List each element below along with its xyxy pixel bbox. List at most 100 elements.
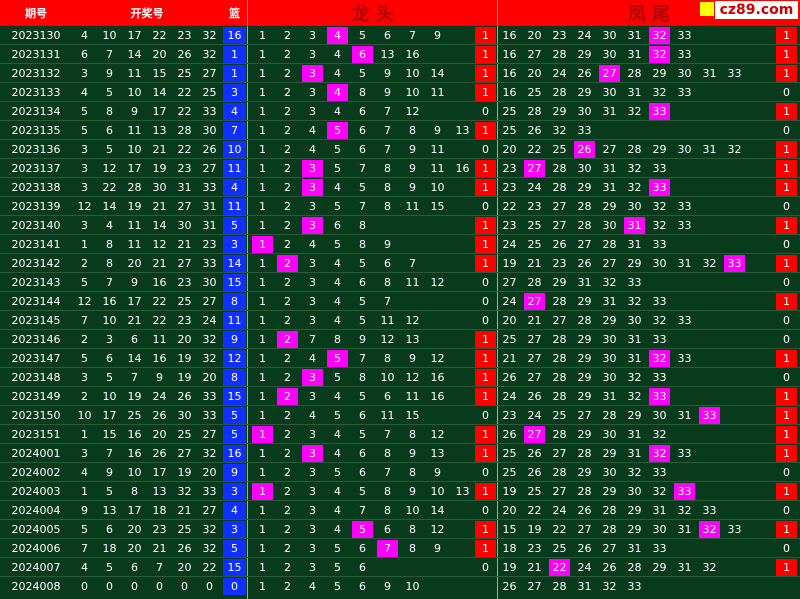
draw-number: 15	[102, 428, 117, 441]
tail-number: 23	[527, 542, 542, 555]
head-number: 4	[327, 84, 348, 101]
tail-number: 25	[527, 86, 542, 99]
draw-number: 20	[202, 371, 217, 384]
head-number: 4	[309, 409, 316, 422]
tail-number: 27	[527, 371, 542, 384]
tail-number: 28	[552, 352, 567, 365]
tail-flag: 0	[783, 86, 790, 99]
blue-number: 1	[223, 65, 246, 82]
tail-number: 33	[677, 314, 692, 327]
tail-number: 33	[652, 466, 667, 479]
tail-number: 33	[674, 483, 695, 500]
tail-flag: 1	[776, 27, 797, 44]
draw-number: 4	[81, 86, 88, 99]
head-flag: 0	[482, 295, 489, 308]
head-flag: 0	[482, 276, 489, 289]
tail-number: 30	[577, 105, 592, 118]
tail-number: 33	[677, 29, 692, 42]
tail-number: 25	[502, 466, 517, 479]
draw-number: 30	[202, 124, 217, 137]
draw-number: 22	[102, 181, 117, 194]
tail-number: 32	[649, 46, 670, 63]
draw-number: 32	[202, 48, 217, 61]
head-number: 7	[409, 29, 416, 42]
head-number: 8	[384, 162, 391, 175]
head-number: 2	[284, 447, 291, 460]
head-number: 2	[284, 352, 291, 365]
tail-number: 26	[502, 580, 517, 593]
head-number: 9	[434, 466, 441, 479]
tail-number: 31	[602, 181, 617, 194]
header-head: 龙 头	[248, 0, 497, 25]
head-flag: 1	[475, 426, 496, 443]
draw-number: 16	[102, 295, 117, 308]
head-number: 3	[309, 504, 316, 517]
draw-number: 2	[81, 257, 88, 270]
tail-number: 30	[627, 314, 642, 327]
draw-number: 8	[106, 105, 113, 118]
row-line	[0, 500, 800, 501]
period: 2023134	[11, 105, 61, 118]
tail-number: 32	[552, 124, 567, 137]
head-number: 6	[359, 105, 366, 118]
draw-number: 21	[152, 257, 167, 270]
tail-number: 31	[602, 105, 617, 118]
head-flag: 1	[475, 217, 496, 234]
tail-number: 30	[602, 333, 617, 346]
head-number: 9	[409, 447, 416, 460]
draw-number: 5	[106, 86, 113, 99]
head-number: 9	[384, 86, 391, 99]
period: 2023148	[11, 371, 61, 384]
tail-number: 27	[602, 143, 617, 156]
head-number: 6	[359, 580, 366, 593]
draw-number: 23	[177, 162, 192, 175]
tail-flag: 1	[776, 388, 797, 405]
draw-number: 2	[81, 390, 88, 403]
draw-number: 6	[131, 561, 138, 574]
draw-number: 7	[81, 314, 88, 327]
draw-number: 17	[102, 409, 117, 422]
tail-number: 15	[502, 523, 517, 536]
logo[interactable]: cz89.com	[715, 1, 798, 19]
draw-number: 10	[127, 143, 142, 156]
tail-number: 29	[652, 67, 667, 80]
head-number: 9	[409, 485, 416, 498]
head-number: 3	[309, 314, 316, 327]
draw-number: 3	[81, 219, 88, 232]
head-number: 3	[309, 561, 316, 574]
period: 2023142	[11, 257, 61, 270]
head-number: 4	[334, 390, 341, 403]
head-number: 2	[284, 124, 291, 137]
draw-number: 26	[202, 143, 217, 156]
draw-number: 0	[206, 580, 213, 593]
draw-number: 0	[131, 580, 138, 593]
head-number: 9	[409, 143, 416, 156]
draw-number: 26	[177, 48, 192, 61]
head-number: 5	[359, 428, 366, 441]
draw-number: 17	[127, 29, 142, 42]
draw-number: 11	[127, 238, 142, 251]
head-number: 3	[302, 445, 323, 462]
draw-number: 31	[177, 181, 192, 194]
tail-number: 28	[602, 238, 617, 251]
head-flag: 1	[475, 540, 496, 557]
draw-number: 9	[131, 105, 138, 118]
row-line	[0, 329, 800, 330]
head-flag: 0	[482, 561, 489, 574]
head-number: 5	[334, 238, 341, 251]
tail-number: 23	[502, 409, 517, 422]
head-number: 5	[352, 521, 373, 538]
blue-number: 0	[223, 578, 246, 595]
tail-number: 27	[577, 523, 592, 536]
row-line	[0, 272, 800, 273]
draw-number: 6	[81, 48, 88, 61]
draw-number: 20	[177, 561, 192, 574]
row-line	[0, 367, 800, 368]
head-flag: 0	[482, 314, 489, 327]
head-number: 2	[284, 86, 291, 99]
head-number: 9	[409, 181, 416, 194]
period: 2023149	[11, 390, 61, 403]
tail-number: 29	[602, 200, 617, 213]
tail-number: 33	[724, 255, 745, 272]
blue-number: 3	[223, 483, 246, 500]
